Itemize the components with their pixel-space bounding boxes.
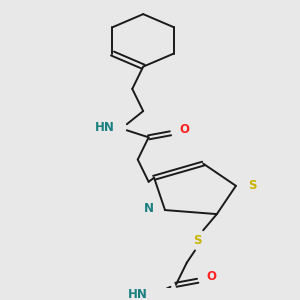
Text: N: N [144, 202, 154, 214]
Text: O: O [206, 270, 216, 283]
Text: HN: HN [128, 288, 148, 300]
Text: S: S [194, 234, 202, 247]
Text: S: S [248, 179, 256, 192]
Text: O: O [179, 123, 189, 136]
Text: HN: HN [95, 121, 115, 134]
